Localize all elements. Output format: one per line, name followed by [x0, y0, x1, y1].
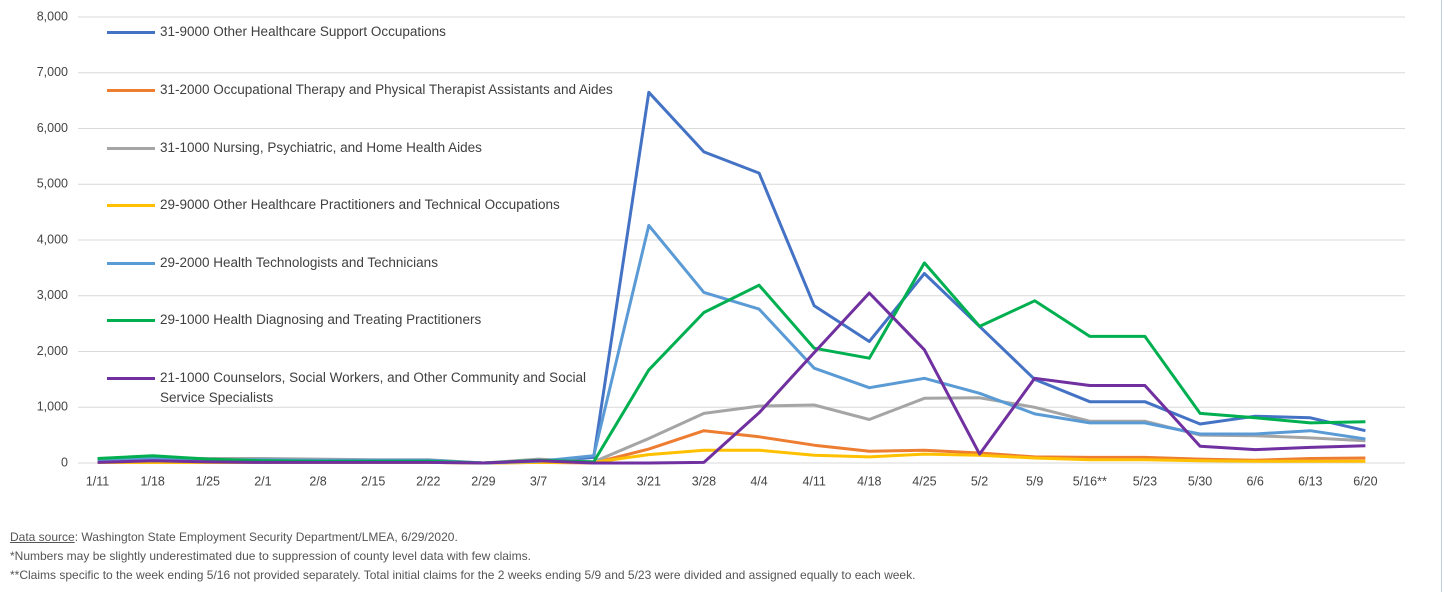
notes: Data source: Washington State Employment…	[10, 528, 915, 585]
y-tick-label: 0	[61, 455, 68, 469]
x-tick-label: 5/16**	[1073, 474, 1107, 488]
x-tick-label: 3/7	[530, 474, 547, 488]
y-tick-label: 1,000	[37, 400, 68, 414]
x-tick-label: 6/20	[1353, 474, 1377, 488]
x-tick-label: 1/18	[141, 474, 165, 488]
x-tick-label: 6/6	[1246, 474, 1263, 488]
x-tick-label: 2/22	[416, 474, 440, 488]
chart: 0 1,000 2,000 3,000 4,000 5,000 6,000 7,000 8,00…	[37, 9, 1405, 488]
note: *Numbers may be slightly underestimated …	[10, 549, 531, 563]
source-text: : Washington State Employment Security D…	[74, 530, 458, 544]
legend-swatch	[107, 377, 155, 380]
x-tick-label: 4/4	[750, 474, 767, 488]
x-tick-label: 6/13	[1298, 474, 1322, 488]
legend-item: 29-2000 Health Technologists and Technic…	[107, 253, 628, 273]
x-tick-label: 1/25	[196, 474, 220, 488]
legend-label: 31-2000 Occupational Therapy and Physica…	[160, 82, 613, 97]
x-tick-label: 2/29	[471, 474, 495, 488]
source-label: Data source	[10, 530, 75, 544]
legend-label: 29-2000 Health Technologists and Technic…	[160, 255, 438, 270]
legend-swatch	[107, 89, 155, 92]
x-tick-label: 4/25	[912, 474, 936, 488]
x-tick-label: 2/8	[309, 474, 326, 488]
legend-swatch	[107, 319, 155, 322]
x-tick-label: 4/18	[857, 474, 881, 488]
legend-label: 29-9000 Other Healthcare Practitioners a…	[160, 197, 560, 212]
x-tick-label: 5/2	[971, 474, 988, 488]
y-tick-label: 3,000	[37, 288, 68, 302]
legend-swatch	[107, 204, 155, 207]
y-tick-label: 6,000	[37, 121, 68, 135]
x-tick-label: 2/1	[254, 474, 271, 488]
legend-label: 31-1000 Nursing, Psychiatric, and Home H…	[160, 140, 482, 155]
legend-item: 31-9000 Other Healthcare Support Occupat…	[107, 22, 628, 42]
y-tick-label: 7,000	[37, 65, 68, 79]
note: **Claims specific to the week ending 5/1…	[10, 568, 916, 582]
legend-label: 29-1000 Health Diagnosing and Treating P…	[160, 312, 482, 327]
border	[1441, 0, 1442, 592]
series-line	[97, 291, 1366, 465]
legend-item: 21-1000 Counselors, Social Workers, and …	[107, 368, 628, 408]
legend-item: 29-9000 Other Healthcare Practitioners a…	[107, 195, 628, 215]
legend-swatch	[107, 147, 155, 150]
x-tick-label: 3/21	[637, 474, 661, 488]
y-tick-label: 4,000	[37, 232, 68, 246]
x-tick-label: 5/30	[1188, 474, 1212, 488]
legend-item: 31-1000 Nursing, Psychiatric, and Home H…	[107, 138, 628, 158]
x-tick-label: 5/9	[1026, 474, 1043, 488]
legend-swatch	[107, 262, 155, 265]
legend-label: 31-9000 Other Healthcare Support Occupat…	[160, 24, 446, 39]
x-tick-label: 3/14	[582, 474, 606, 488]
x-tick-label: 2/15	[361, 474, 385, 488]
legend-item: 29-1000 Health Diagnosing and Treating P…	[107, 310, 628, 330]
y-tick-label: 2,000	[37, 344, 68, 358]
y-tick-label: 8,000	[37, 9, 68, 23]
y-tick-label: 5,000	[37, 177, 68, 191]
legend-swatch	[107, 31, 155, 34]
x-tick-label: 3/28	[692, 474, 716, 488]
source-line: Data source: Washington State Employment…	[10, 528, 915, 547]
x-tick-label: 5/23	[1133, 474, 1157, 488]
x-tick-label: 1/11	[86, 474, 109, 488]
legend-label: 21-1000 Counselors, Social Workers, and …	[160, 370, 586, 405]
x-tick-label: 4/11	[802, 474, 825, 488]
legend-item: 31-2000 Occupational Therapy and Physica…	[107, 80, 628, 100]
